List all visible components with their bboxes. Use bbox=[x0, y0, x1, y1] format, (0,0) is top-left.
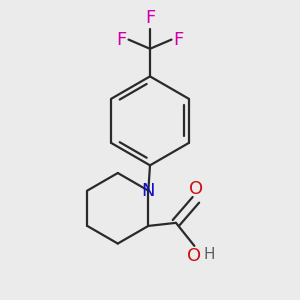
Text: O: O bbox=[187, 248, 201, 266]
Text: N: N bbox=[142, 182, 155, 200]
Text: F: F bbox=[145, 9, 155, 27]
Text: F: F bbox=[173, 31, 183, 49]
Text: F: F bbox=[117, 31, 127, 49]
Text: H: H bbox=[204, 248, 215, 262]
Text: O: O bbox=[189, 180, 203, 198]
